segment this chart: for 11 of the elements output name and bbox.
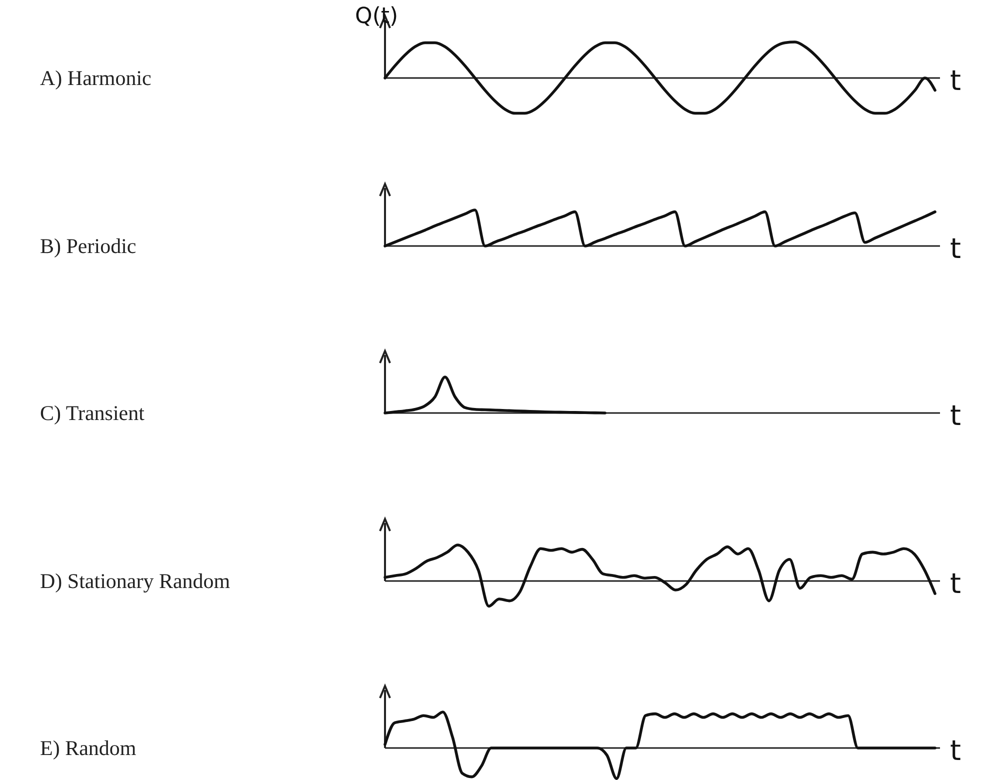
- x-axis-title: t: [950, 566, 961, 600]
- x-axis-title: t: [950, 399, 961, 432]
- x-axis-title: t: [950, 232, 961, 264]
- x-axis-title: t: [950, 734, 961, 767]
- x-axis-title: t: [950, 64, 961, 97]
- text: Q(t): [355, 4, 398, 29]
- y-axis-title: D) Stationary Random: [40, 568, 230, 592]
- y-axis-title: C) Transient: [40, 401, 145, 425]
- y-axis-title: B) Periodic: [40, 234, 136, 258]
- y-axis-title: A) Harmonic: [40, 66, 152, 90]
- y-axis-title: E) Random: [40, 736, 136, 760]
